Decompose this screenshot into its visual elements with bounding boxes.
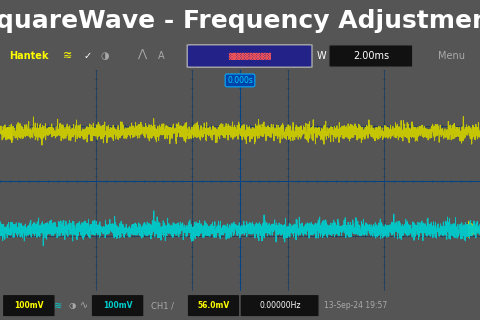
- Text: 100mV: 100mV: [14, 301, 44, 310]
- Text: 0.00000Hz: 0.00000Hz: [259, 301, 300, 310]
- Text: Hantek: Hantek: [10, 51, 49, 61]
- Text: SquareWave - Frequency Adjustment: SquareWave - Frequency Adjustment: [0, 9, 480, 33]
- Text: ▓▓▓▓▓▓▓▓: ▓▓▓▓▓▓▓▓: [228, 52, 271, 60]
- FancyBboxPatch shape: [2, 294, 55, 317]
- Text: CH1 /: CH1 /: [151, 301, 174, 310]
- Polygon shape: [0, 124, 12, 141]
- Text: 56.0mV: 56.0mV: [197, 301, 230, 310]
- Text: 2.00ms: 2.00ms: [353, 51, 389, 61]
- Text: ⋀: ⋀: [137, 50, 146, 60]
- Text: ≋: ≋: [62, 51, 72, 61]
- FancyBboxPatch shape: [329, 45, 413, 67]
- Text: ≋: ≋: [54, 300, 61, 311]
- Text: W: W: [317, 51, 326, 61]
- Text: 0.000s: 0.000s: [227, 76, 253, 85]
- Text: Menu: Menu: [438, 51, 465, 61]
- Text: ✓: ✓: [84, 51, 92, 61]
- Polygon shape: [468, 220, 480, 238]
- Text: ◑: ◑: [68, 301, 76, 310]
- Text: ◑: ◑: [101, 51, 109, 61]
- Text: A: A: [158, 51, 165, 61]
- FancyBboxPatch shape: [91, 294, 144, 317]
- FancyBboxPatch shape: [240, 294, 319, 317]
- Text: 100mV: 100mV: [103, 301, 132, 310]
- Text: 13-Sep-24 19:57: 13-Sep-24 19:57: [324, 301, 387, 310]
- FancyBboxPatch shape: [187, 294, 240, 317]
- Text: ∿: ∿: [80, 300, 88, 311]
- FancyBboxPatch shape: [187, 45, 312, 67]
